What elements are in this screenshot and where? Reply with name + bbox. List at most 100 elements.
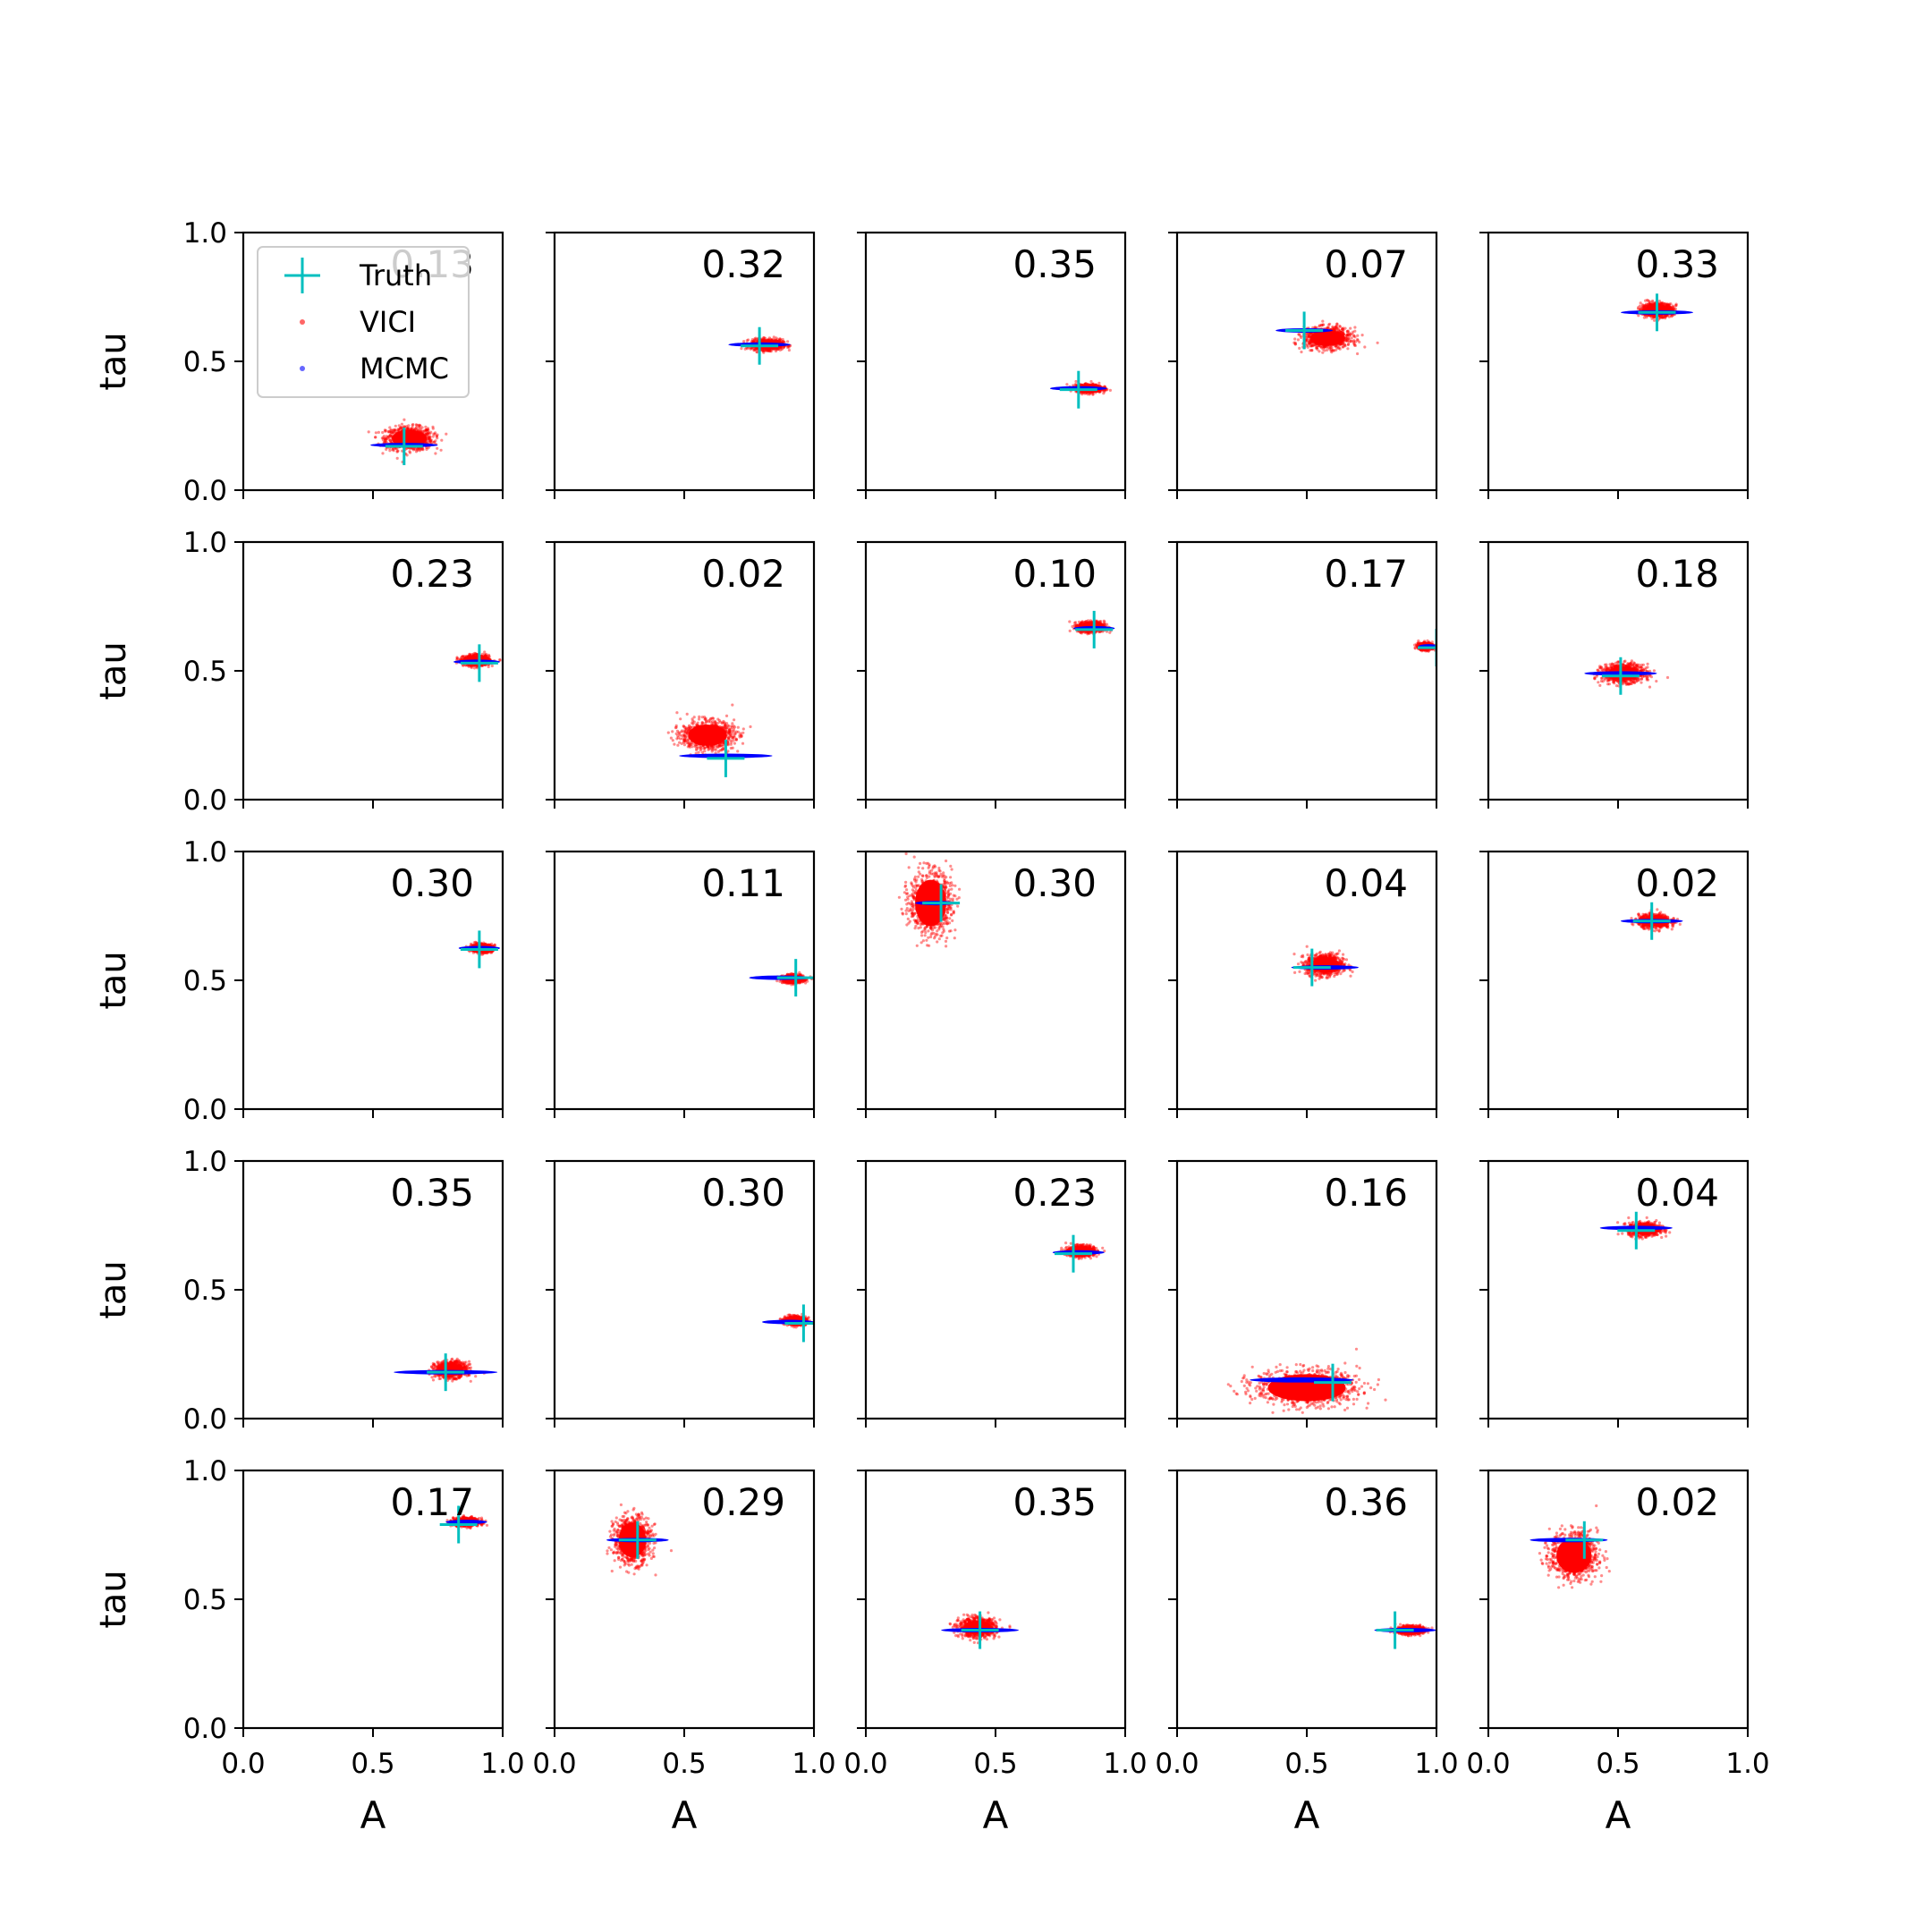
vici-point (384, 428, 387, 432)
vici-point (761, 349, 765, 352)
vici-point (486, 654, 489, 657)
vici-point (416, 447, 419, 451)
vici-point (1335, 326, 1339, 330)
vici-point (1307, 333, 1310, 336)
vici-point (461, 657, 464, 661)
vici-point (1092, 383, 1096, 387)
vici-point (1310, 343, 1314, 347)
vici-point (392, 430, 395, 434)
vici-point (1087, 390, 1091, 394)
vici-point (1089, 390, 1093, 394)
vici-point (1353, 326, 1357, 329)
vici-point (775, 347, 778, 351)
vici-point (1098, 384, 1102, 387)
vici-point (421, 447, 425, 451)
vici-point (1671, 306, 1674, 309)
vici-point (383, 439, 386, 443)
vici-point (381, 430, 385, 435)
vici-point (1087, 383, 1090, 386)
vici-point (405, 446, 409, 450)
vici-point (1648, 314, 1652, 318)
vici-point (1650, 302, 1654, 307)
vici-point (1315, 326, 1318, 329)
vici-point (760, 338, 764, 342)
vici-point (1309, 349, 1312, 352)
vici-point (1343, 343, 1347, 347)
vici-point (768, 337, 773, 341)
vici-point (767, 337, 770, 341)
truth-marker (1285, 311, 1324, 350)
vici-point (1094, 391, 1097, 394)
vici-point (468, 654, 471, 657)
vici-point (1320, 324, 1324, 327)
vici-point (1646, 302, 1649, 306)
vici-point (777, 346, 781, 350)
vici-point (1080, 383, 1083, 386)
vici-point (382, 440, 386, 444)
vici-point (1083, 383, 1088, 386)
vici-point (1309, 344, 1312, 348)
vici-point (1335, 346, 1339, 350)
vici-point (1356, 338, 1360, 343)
vici-point (1671, 304, 1674, 308)
vici-point (428, 439, 431, 443)
vici-point (1098, 390, 1102, 394)
vici-point (414, 450, 419, 453)
vici-point (381, 452, 385, 455)
vici-point (1105, 388, 1108, 392)
vici-point (484, 654, 487, 657)
vici-point (426, 439, 429, 443)
vici-point (778, 348, 782, 352)
vici-point (1643, 304, 1647, 308)
vici-point (483, 655, 487, 658)
vici-point (1310, 349, 1314, 352)
vici-point (1653, 318, 1657, 322)
vici-point (419, 447, 423, 451)
vici-point (778, 345, 782, 349)
vici-point (432, 440, 436, 444)
vici-point (1645, 302, 1648, 306)
vici-point (427, 431, 430, 435)
vici-point (1360, 334, 1364, 337)
vici-point (1304, 337, 1308, 341)
vici-point (389, 430, 394, 434)
vici-point (1661, 316, 1665, 319)
vici-point (775, 339, 779, 343)
vici-point (1645, 316, 1648, 319)
y-tick-label: 0.0 (183, 475, 227, 507)
vici-point (1648, 303, 1652, 307)
vici-point (389, 440, 393, 444)
vici-point (1308, 341, 1311, 344)
vici-point (425, 431, 428, 435)
vici-point (775, 339, 778, 343)
vici-point (431, 427, 435, 430)
vici-point (1341, 330, 1344, 334)
vici-point (1304, 336, 1309, 340)
vici-point (1310, 344, 1315, 348)
vici-point (428, 439, 432, 443)
vici-point (1352, 330, 1355, 334)
vici-point (783, 341, 786, 344)
vici-point (1082, 391, 1086, 394)
vici-point (1335, 322, 1339, 326)
vici-point (1348, 333, 1352, 336)
vici-point (383, 436, 386, 440)
vici-point (466, 655, 470, 659)
vici-point (426, 428, 430, 431)
vici-point (1335, 344, 1339, 348)
vici-point (761, 348, 765, 352)
vici-point (1353, 335, 1357, 339)
vici-point (384, 440, 387, 444)
vici-point (414, 423, 418, 427)
vici-point (1665, 302, 1669, 306)
vici-point (1084, 382, 1088, 386)
vici-point (755, 346, 758, 351)
vici-point (1293, 343, 1298, 346)
vici-point (1345, 329, 1349, 334)
vici-point (1651, 302, 1655, 306)
vici-point (386, 435, 390, 438)
vici-point (1074, 383, 1078, 386)
vici-point (407, 424, 411, 428)
vici-point (785, 345, 790, 349)
vici-point (1645, 314, 1648, 318)
